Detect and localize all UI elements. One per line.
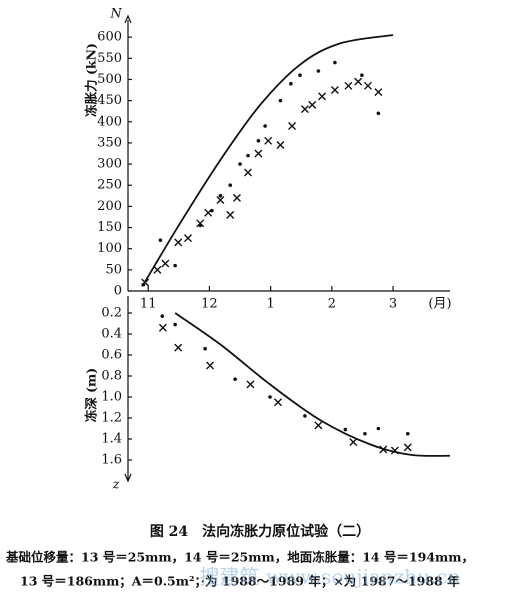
dot-point	[376, 111, 381, 116]
y-tick-label: 100	[97, 241, 122, 256]
dot-point	[333, 60, 337, 65]
dot-point	[298, 73, 302, 78]
axis-arrow	[124, 14, 132, 24]
x-tick-label: 2	[328, 297, 336, 312]
dot-point	[141, 282, 146, 287]
cross-point	[232, 193, 241, 202]
y-tick-label: 0.2	[101, 306, 122, 321]
cross-point	[216, 196, 225, 205]
dot-point	[173, 322, 177, 327]
x-tick-label: 11	[140, 297, 157, 312]
dot-point	[238, 162, 242, 166]
y-tick-label: 0.6	[101, 348, 122, 363]
y-tick-label: 250	[97, 178, 122, 193]
cross-point	[276, 141, 285, 150]
cross-point	[246, 380, 255, 389]
cross-point	[354, 77, 363, 86]
cross-point	[288, 122, 297, 130]
x-tick-label: 1	[266, 297, 274, 312]
dot-point	[233, 377, 237, 381]
curve	[174, 312, 451, 457]
y-tick-label: 150	[97, 220, 122, 235]
cross-point	[183, 234, 192, 243]
dot-point	[343, 427, 348, 432]
y-tick-label: 350	[97, 135, 122, 150]
dot-point	[256, 139, 261, 143]
dot-point	[278, 98, 283, 103]
dot-point	[263, 124, 267, 128]
cross-point	[379, 445, 388, 454]
cross-point	[226, 210, 235, 219]
dot-point	[360, 73, 364, 78]
y-tick-label: 400	[97, 114, 122, 129]
y-tick-label: 1.0	[101, 390, 122, 405]
y-axis-label: 冻胀力 (kN)	[84, 43, 99, 117]
cross-point	[390, 446, 399, 455]
cross-point	[330, 86, 339, 95]
dot-point	[363, 431, 367, 436]
y-tick-label: 0.4	[101, 327, 122, 342]
dot-point	[203, 346, 207, 351]
dot-point	[210, 208, 214, 213]
caption: 图 24 法向冻胀力原位试验（二）	[150, 523, 370, 540]
cross-point	[206, 361, 215, 370]
cross-point	[300, 105, 309, 114]
axis-letter: z	[112, 478, 120, 493]
cross-point	[174, 238, 183, 247]
cross-point	[403, 443, 412, 452]
cross-point	[196, 219, 205, 228]
note: 基础位移量：13 号＝25mm，14 号＝25mm，地面冻胀量：14 号＝194…	[5, 550, 474, 565]
cross-point	[243, 168, 252, 177]
y-tick-label: 550	[97, 51, 122, 66]
cross-point	[153, 265, 162, 274]
y-tick-label: 600	[97, 30, 122, 45]
cross-point	[174, 343, 183, 352]
cross-point	[374, 88, 383, 97]
dot-point	[246, 153, 250, 158]
cross-point	[254, 149, 263, 158]
cross-point	[318, 92, 327, 101]
dot-point	[173, 263, 177, 268]
axis-letter: N	[109, 7, 122, 22]
axis-arrow	[124, 473, 132, 483]
x-tick-label: 3	[389, 297, 397, 312]
cross-point	[273, 398, 282, 407]
watermark: 搜建筑 www.soujianzhu.cn	[199, 565, 460, 589]
dot-point	[198, 223, 203, 228]
cross-point	[158, 323, 167, 332]
note: 13 号＝186mm；A＝0.5m²；·为 1988～1989 年；×为 198…	[20, 574, 460, 589]
y-tick-label: 500	[97, 72, 122, 87]
dot-point	[268, 395, 272, 399]
dot-point	[405, 431, 410, 436]
y-axis-label: 冻深 (m)	[84, 368, 99, 422]
dot-point	[376, 426, 381, 431]
dot-point	[316, 69, 321, 73]
dot-point	[160, 314, 165, 318]
cross-point	[344, 81, 353, 90]
dot-point	[228, 183, 233, 188]
dot-point	[289, 81, 293, 86]
cross-point	[349, 438, 358, 447]
y-tick-label: 1.4	[101, 432, 122, 447]
y-tick-label: 300	[97, 157, 122, 172]
dot-point	[218, 194, 223, 198]
x-axis-label: (月)	[428, 297, 451, 312]
y-tick-label: 200	[97, 199, 122, 214]
y-tick-label: 450	[97, 93, 122, 108]
y-tick-label: 0.8	[101, 369, 122, 384]
dot-point	[303, 414, 307, 418]
cross-point	[161, 259, 170, 268]
y-tick-label: 0	[114, 284, 122, 299]
y-tick-label: 1.6	[101, 453, 122, 468]
y-tick-label: 1.2	[101, 411, 122, 426]
curve	[142, 34, 394, 286]
x-tick-label: 12	[201, 297, 218, 312]
y-tick-label: 50	[105, 262, 122, 277]
cross-point	[308, 100, 317, 109]
dot-point	[158, 238, 163, 243]
cross-point	[264, 136, 273, 145]
cross-point	[314, 421, 323, 430]
cross-point	[363, 81, 372, 90]
